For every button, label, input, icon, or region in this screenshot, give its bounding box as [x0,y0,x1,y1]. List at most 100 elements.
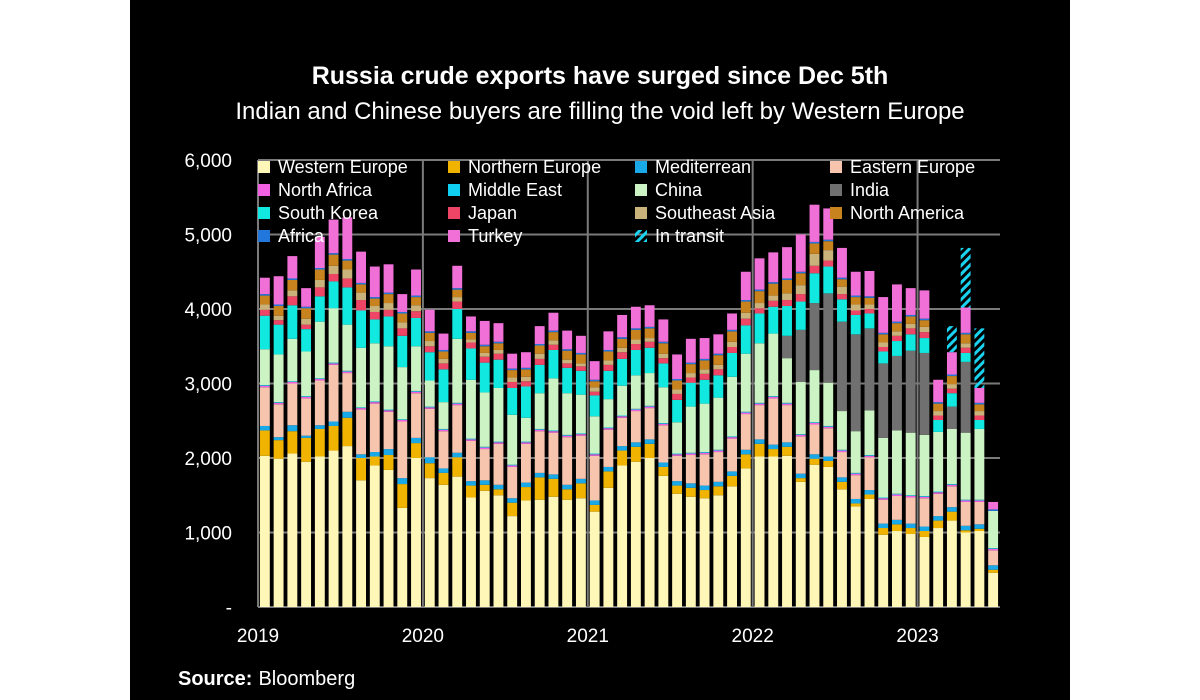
bar-segment-western-europe [259,455,270,607]
bar-segment-north-america [617,338,628,348]
bar-segment-western-europe [466,497,476,607]
bar-segment-japan [328,273,339,282]
bar-segment-eastern-europe [878,499,889,524]
bar-segment-north-africa [466,439,476,441]
bar-segment-north-africa [713,450,724,453]
bar-segment-middle-east [795,434,806,435]
bar-segment-middle-east [699,452,710,453]
bar-segment-middle-east [974,499,985,501]
bar-segment-turkey [411,269,421,296]
bar-segment-north-africa [740,412,751,415]
bar-segment-china [507,414,518,465]
bar-segment-turkey [644,305,655,327]
bar-segment-north-africa [919,496,930,499]
bar-segment-africa [301,306,312,309]
bar-segment-mediterrean [383,449,394,456]
bar-segment-south-korea [644,347,655,374]
bar-segment-turkey [974,387,985,403]
legend-label: Turkey [468,226,522,246]
bar-segment-africa [356,282,366,285]
bar-segment-south-korea [507,387,518,415]
bar-segment-africa [974,402,985,405]
bar-segment-middle-east [589,453,600,455]
bar-segment-turkey [342,217,353,260]
bar-segment-western-europe [534,499,545,607]
legend-swatch [448,207,460,219]
bar-segment-china [369,343,380,402]
bar-segment-northern-europe [438,472,449,485]
bar-segment-japan [699,373,710,380]
bar-segment-north-america [754,291,765,304]
bar-segment-japan [273,320,284,325]
legend-swatch [258,161,270,173]
bar-segment-turkey [988,501,999,510]
bar-segment-north-africa [273,402,284,405]
bar-segment-turkey [685,338,696,363]
bar-segment-china [795,382,806,435]
bar-segment-south-korea [919,338,930,353]
bar-segment-middle-east [342,370,353,372]
bar-segment-turkey [369,266,380,298]
bar-segment-western-europe [672,493,683,607]
bar-segment-north-africa [314,379,325,381]
bar-segment-middle-east [919,496,930,497]
bar-segment-japan [479,356,490,363]
bar-segment-africa [548,330,559,333]
bar-segment-turkey [617,314,628,338]
bar-segment-mediterrean [740,449,751,455]
bar-segment-mediterrean [988,565,999,570]
bar-segment-mediterrean [919,526,930,532]
bar-segment-north-america [575,354,586,364]
bar-segment-turkey [672,354,683,380]
bar-segment-north-america [287,279,298,291]
bar-segment-japan [850,310,861,315]
bar-segment-south-korea [562,367,573,394]
bar-segment-eastern-europe [562,437,573,485]
bar-segment-southeast-asia [878,342,889,347]
bar-segment-northern-europe [314,428,325,457]
bar-segment-southeast-asia [521,376,531,382]
bar-segment-north-africa [988,548,999,551]
bar-segment-eastern-europe [782,405,792,443]
bar-segment-north-america [850,297,861,305]
bar-segment-northern-europe [479,484,490,491]
bar-segment-northern-europe [562,489,573,500]
bar-segment-north-america [328,254,339,266]
legend-label: South Korea [278,203,379,223]
bar-segment-north-america [466,332,476,340]
bar-segment-africa [988,509,999,511]
bar-segment-north-america [301,308,312,319]
bar-segment-northern-europe [507,502,518,517]
bar-segment-eastern-europe [548,432,559,475]
bar-segment-africa [452,288,463,290]
bar-segment-mediterrean [630,442,641,447]
bar-segment-mediterrean [713,481,724,487]
bar-segment-north-africa [383,410,394,412]
bar-segment-africa [562,349,573,351]
bar-segment-northern-europe [328,425,339,451]
bar-segment-north-africa [672,454,683,456]
bar-segment-china [328,308,339,363]
bar-segment-japan [259,309,270,316]
bar-segment-china [617,385,628,416]
bar-segment-south-korea [273,324,284,355]
bar-segment-eastern-europe [273,404,284,438]
bar-segment-western-europe [521,500,531,607]
legend-swatch [258,207,270,219]
bar-segment-africa [782,278,792,280]
bar-segment-northern-europe [727,475,737,487]
bar-segment-africa [795,271,806,274]
bar-segment-eastern-europe [933,493,944,517]
bar-segment-northern-europe [905,528,916,534]
bar-segment-middle-east [534,428,545,430]
bar-segment-north-africa [795,434,806,437]
bar-segment-eastern-europe [411,393,421,438]
bar-segment-africa [328,253,339,255]
bar-segment-middle-east [479,446,490,448]
bar-segment-middle-east [507,464,518,466]
bar-segment-north-africa [837,450,847,453]
bar-segment-southeast-asia [273,315,284,321]
bar-segment-turkey [823,208,834,240]
bar-segment-eastern-europe [479,449,490,481]
bar-segment-north-america [864,297,875,305]
